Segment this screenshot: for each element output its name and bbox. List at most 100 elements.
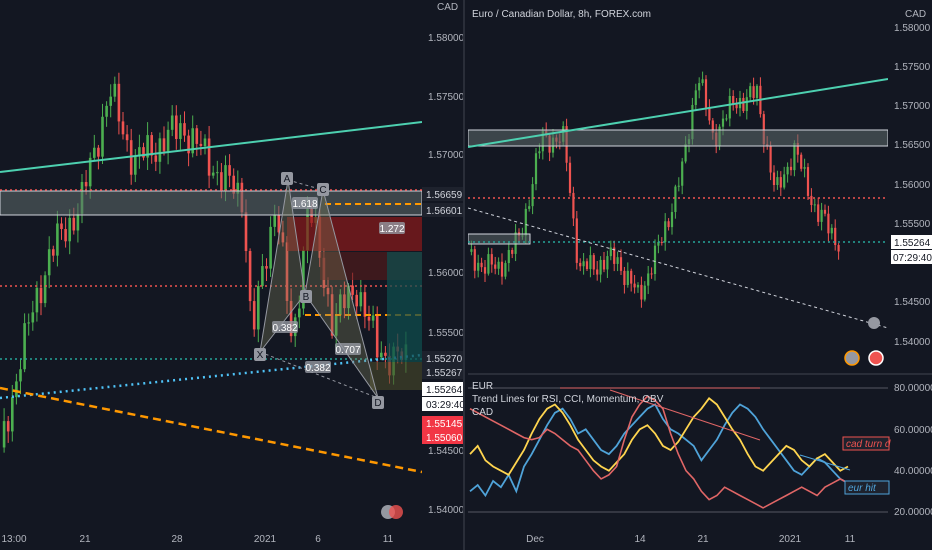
annotation-cad-box[interactable]: [842, 436, 890, 451]
pattern-point-label: X: [257, 350, 264, 361]
candle: [384, 352, 387, 356]
annotation-eur: eur hit: [848, 483, 877, 494]
left-x-axis[interactable]: 13:00 21 28 2021 6 11: [1, 534, 393, 545]
candle: [789, 166, 793, 171]
candle: [633, 283, 636, 288]
candle: [667, 221, 670, 228]
candle: [244, 212, 248, 251]
candle: [175, 115, 178, 139]
left-price-tag-bg: [422, 382, 464, 396]
left-orange-trendline: [0, 386, 422, 474]
right-white-trendline: [468, 207, 888, 329]
right-avatar-icons[interactable]: [844, 317, 884, 366]
right-axis-unit: CAD: [905, 9, 926, 20]
candle: [23, 323, 26, 370]
candle: [647, 273, 650, 286]
candle: [630, 270, 633, 284]
ratio-label-bg: [272, 321, 298, 333]
candle: [252, 301, 256, 330]
candle: [640, 284, 643, 300]
candle: [511, 250, 514, 254]
candle: [681, 161, 684, 186]
candle: [183, 123, 186, 136]
candle: [538, 151, 541, 154]
indicator-label-eur: EUR: [472, 381, 493, 392]
candle: [528, 206, 531, 209]
candle: [786, 166, 789, 175]
indicator-trendline-b: [609, 389, 761, 441]
candle: [265, 266, 268, 269]
left-x-tick: 2021: [254, 534, 277, 545]
candle: [187, 135, 190, 154]
candle: [220, 172, 223, 191]
candle: [43, 275, 47, 304]
candle: [677, 185, 680, 187]
candle: [834, 227, 837, 246]
left-x-tick: 11: [383, 534, 394, 545]
candle: [762, 114, 765, 145]
candle: [351, 285, 354, 295]
ratio-label: 1.272: [379, 224, 404, 235]
candle: [121, 121, 125, 135]
candle: [150, 135, 153, 156]
candle: [380, 352, 383, 358]
pattern-point-bg: [372, 396, 384, 409]
ratio-label: 0.382: [272, 323, 297, 334]
candle: [507, 250, 510, 264]
candle: [97, 147, 100, 157]
candle: [363, 292, 367, 317]
indicator-plot-area[interactable]: [468, 387, 888, 513]
right-x-axis[interactable]: Dec 14 21 2021 11: [526, 534, 856, 545]
candle: [776, 177, 779, 186]
ratio-label: 1.618: [292, 199, 317, 210]
candle: [483, 267, 487, 274]
candle: [490, 254, 493, 265]
annotation-eur-box[interactable]: [844, 480, 890, 495]
candle: [298, 308, 301, 318]
right-y-tick: 1.57000: [894, 101, 931, 112]
pattern-point-bg: [281, 172, 293, 185]
candle: [820, 209, 823, 222]
candle: [310, 208, 313, 223]
candle: [39, 287, 43, 304]
right-candles: [470, 71, 840, 308]
left-avatar-icon[interactable]: [381, 505, 403, 519]
candle: [68, 217, 71, 242]
left-price-tag-bg: [422, 397, 464, 411]
candle: [248, 250, 252, 302]
candle: [803, 167, 806, 169]
right-y-axis[interactable]: 1.58000 1.57500 1.57000 1.56500 1.56000 1.555…: [894, 23, 931, 348]
left-plot-area[interactable]: A B C D X 0.382 1.618 0.707 0.382 1.272: [0, 72, 422, 474]
left-axis-unit: CAD: [437, 2, 458, 13]
pattern-point-label: B: [303, 292, 310, 303]
candle: [752, 86, 755, 98]
right-resistance-zone: [468, 129, 888, 147]
left-price-tag: 1.55270: [426, 354, 463, 365]
pattern-point-label: D: [374, 398, 381, 409]
candle: [134, 156, 137, 175]
indicator-series-cad: [469, 397, 849, 476]
left-price-tag: 1.55267: [426, 368, 463, 379]
candle: [15, 381, 18, 398]
candle: [359, 292, 363, 307]
left-y-tick: 1.56000: [428, 268, 465, 279]
candle: [285, 242, 289, 301]
right-plot-area[interactable]: [468, 71, 888, 329]
candle: [684, 144, 687, 162]
left-price-tag: 03:29:40: [426, 400, 465, 411]
candle: [582, 261, 585, 267]
right-x-tick: 11: [845, 534, 856, 545]
candle: [572, 192, 575, 219]
candle: [289, 300, 293, 337]
candle: [88, 157, 92, 187]
left-x-tick: 13:00: [1, 534, 26, 545]
candle: [524, 208, 527, 236]
candle: [585, 261, 589, 270]
indicator-y-axis[interactable]: 80.00000 60.00000 40.00000 20.00000: [894, 383, 932, 518]
candle: [606, 256, 609, 270]
left-y-tick: 1.58000: [428, 33, 465, 44]
candle: [704, 79, 708, 108]
pattern-point-bg: [317, 183, 329, 196]
pattern-point-label: C: [319, 185, 326, 196]
candle: [670, 212, 674, 228]
